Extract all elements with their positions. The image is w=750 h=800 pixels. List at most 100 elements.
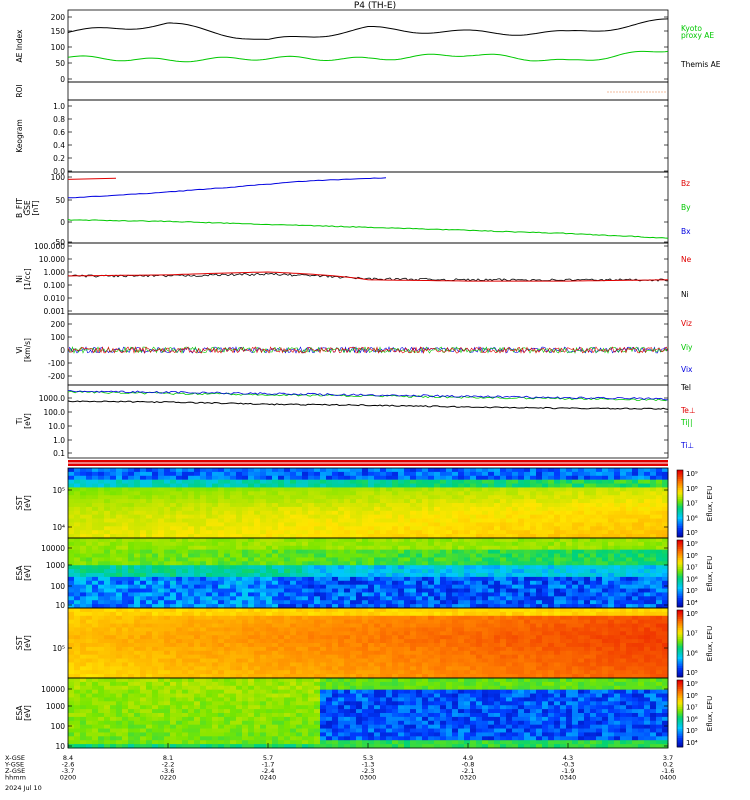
ylabel-b: [nT] [31,200,40,215]
series-ti-perp [67,389,668,401]
ylabel-roi: ROI [15,84,24,97]
xtick-t: 0340 [560,774,577,782]
ytick-esa_e: 10 [55,601,65,610]
legend-ni-0: Ne [681,255,692,264]
ylabel-esa_i: [eV] [23,705,32,721]
cbar-tick-esa_i: 10⁶ [686,715,698,723]
cbar-label-sst_i: Eflux, EFU [706,626,714,661]
cbar-tick-esa_e: 10⁴ [686,599,698,607]
xtick-z: -1.9 [562,767,575,775]
ylabel-ti: Ti [15,418,24,425]
legend-ti-2: Ti|| [680,418,693,427]
cbar-tick-sst_e: 10⁶ [686,514,698,522]
series-vi-0 [67,346,669,354]
colorbar-esa_e [676,539,684,608]
ytick-vi: 200 [51,320,66,329]
ylabel-ni: Ni [15,275,24,283]
xrow-label: X-GSE [5,754,25,762]
spectrogram-sst-electron [68,468,669,539]
cbar-tick-sst_i: 10⁸ [686,610,698,618]
ytick-ti: 10.0 [48,422,65,431]
legend-vi-0: Viz [681,319,692,328]
series-ne [68,271,669,282]
xtick-x: 8.1 [163,754,173,762]
legend-ni-1: Ni [681,0,689,2]
plot-title: P4 (TH-E) [354,1,396,11]
xtick-y: -2.2 [162,761,175,769]
ytick-ae: 0 [60,75,65,84]
xtick-x: 4.3 [563,754,573,762]
legend-b-0: Bz [681,179,690,188]
cbar-tick-esa_e: 10⁷ [686,564,698,572]
ylabel-keogram: Keogram [15,119,24,153]
ytick-vi: -200 [48,372,65,381]
cbar-tick-esa_e: 10⁹ [686,540,698,548]
ytick-keogram: 0.4 [53,141,65,150]
series-bx [67,177,387,199]
cbar-tick-esa_i: 10⁷ [686,704,698,712]
legend-ti-1: Te⊥ [680,406,695,415]
panel-frame-ae [67,9,669,83]
ytick-keogram: 0.2 [53,154,65,163]
xtick-y: -0.3 [562,761,575,769]
colorbar-sst_e [676,469,684,538]
ylabel-esa_e: ESA [15,565,24,581]
ytick-sst_e: 10⁴ [52,523,65,532]
panel-frame-keo [67,99,669,173]
ylabel-esa_e: [eV] [23,565,32,581]
ytick-esa_i: 10 [55,742,65,751]
xtick-y: -1.3 [362,761,375,769]
cbar-tick-sst_i: 10⁷ [686,630,698,638]
legend-ni-0: Ne [681,0,692,2]
xtick-y: 0.2 [663,761,673,769]
legend-b-2: Bx [681,227,691,236]
ylabel-sst_e: SST [15,496,24,511]
ytick-esa_e: 10000 [41,544,65,553]
ytick-ti: 0.1 [53,449,65,458]
legend-b-1: By [681,203,691,212]
ylabel-ni: [1/cc] [23,268,32,289]
ytick-sst_e: 10⁵ [52,486,65,495]
ytick-keogram: 0.8 [53,115,65,124]
ytick-b: 50 [55,196,65,205]
xtick-z: -1.6 [662,767,675,775]
cbar-tick-esa_i: 10⁹ [686,680,698,688]
ytick-ti: 1.0 [53,436,65,445]
cbar-tick-esa_e: 10⁵ [686,587,698,595]
ylabel-esa_i: ESA [15,705,24,721]
xtick-x: 3.7 [663,754,673,762]
series-bz [67,177,117,180]
xrow-label: Z-GSE [5,767,25,775]
ytick-ae: 100 [51,43,66,52]
ytick-esa_e: 1000 [46,561,65,570]
ytick-keogram: 0.0 [53,167,65,176]
ytick-ni: 1.000 [44,268,66,277]
xtick-t: 0320 [460,774,477,782]
xtick-z: -3.7 [62,767,75,775]
ytick-ae: 50 [55,59,65,68]
legend-vi-1: Viy [681,343,693,352]
xtick-z: -3.6 [162,767,175,775]
legend-ni-1: Ni [681,290,689,299]
ytick-b: -50 [53,238,65,247]
ytick-esa_e: 100 [51,582,66,591]
cbar-tick-esa_e: 10⁸ [686,552,698,560]
ytick-b: 0 [60,218,65,227]
ylabel-b: GSE [23,200,32,216]
xtick-z: -2.3 [362,767,375,775]
series-by [67,219,669,239]
cbar-label-esa_i: Eflux, EFU [706,696,714,731]
series-themis-ae [67,18,669,40]
ylabel-vi: Vi [15,346,24,353]
cbar-label-esa_e: Eflux, EFU [706,556,714,591]
spectrogram-esa-ion [68,678,669,749]
ytick-b: 100 [51,173,66,182]
ylabel-sst_i: SST [15,636,24,651]
xtick-z: -2.1 [462,767,475,775]
ytick-keogram: 0.6 [53,128,65,137]
spectrogram-sst-ion [68,608,669,679]
cbar-tick-sst_e: 10⁷ [686,500,698,508]
xrow-label: Y-GSE [4,761,24,769]
cbar-tick-esa_i: 10⁸ [686,692,698,700]
